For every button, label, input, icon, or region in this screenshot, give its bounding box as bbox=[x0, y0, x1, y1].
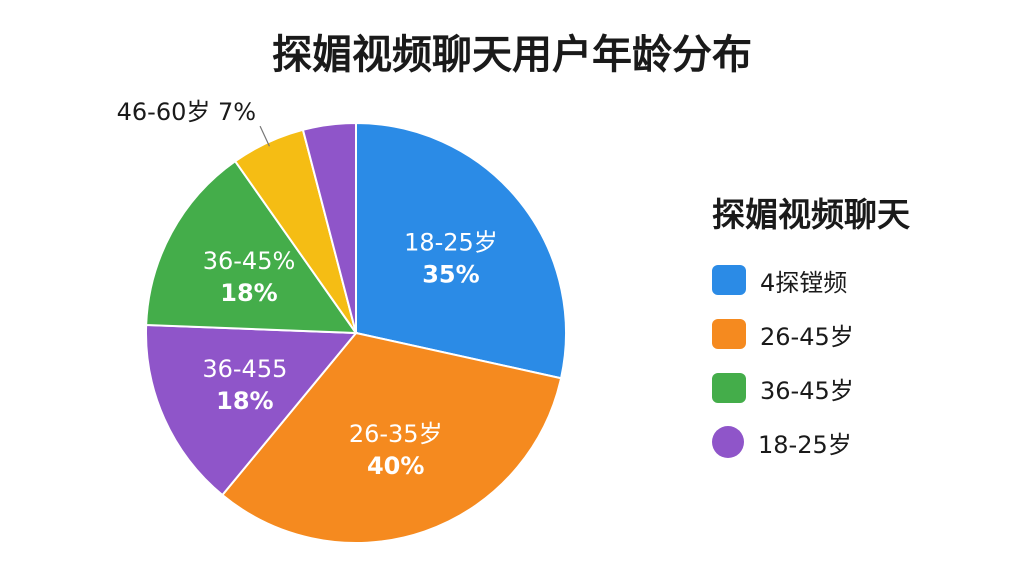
pie-slice bbox=[145, 323, 359, 497]
leader-line bbox=[259, 125, 270, 147]
slice-label: 36-45% bbox=[203, 247, 296, 275]
legend-items: 4探镗频 26-45岁 36-45岁 18-25岁 bbox=[712, 262, 1012, 460]
chart-title: 探媚视频聊天用户年龄分布 bbox=[272, 32, 752, 78]
legend-title: 探媚视频聊天 bbox=[712, 195, 910, 234]
slice-value-label: 35% bbox=[422, 261, 479, 289]
legend: 探媚视频聊天 4探镗频 26-45岁 36-45岁 18-25岁 bbox=[712, 188, 1012, 478]
legend-item: 4探镗频 bbox=[712, 262, 1012, 298]
pie-slices bbox=[145, 121, 567, 544]
pie-slice bbox=[355, 121, 567, 380]
slice-value-label: 18% bbox=[216, 387, 273, 415]
legend-swatch bbox=[712, 373, 746, 403]
legend-swatch bbox=[712, 265, 746, 295]
pie-labels: 18-25岁 35% 26-35岁 40% 36-455 18% 36-45% 18% 46-6… bbox=[117, 98, 498, 480]
legend-item: 36-45岁 bbox=[712, 370, 1012, 406]
legend-swatch bbox=[712, 426, 744, 458]
pie-slice bbox=[145, 159, 358, 335]
legend-swatch bbox=[712, 319, 746, 349]
pie-slice bbox=[220, 331, 563, 544]
slice-label: 18-25岁 bbox=[404, 229, 498, 257]
slice-label: 26-35岁 bbox=[349, 420, 443, 448]
slice-value-label: 40% bbox=[367, 452, 424, 480]
legend-item: 18-25岁 bbox=[712, 424, 1012, 460]
slice-label: 36-455 bbox=[202, 355, 287, 383]
slice-value-label: 18% bbox=[220, 279, 277, 307]
legend-label: 4探镗频 bbox=[760, 268, 848, 297]
legend-label: 18-25岁 bbox=[758, 430, 852, 459]
slice-label: 46-60岁 7% bbox=[117, 98, 256, 126]
legend-label: 26-45岁 bbox=[760, 322, 854, 351]
pie-slice bbox=[301, 121, 357, 334]
legend-label: 36-45岁 bbox=[760, 376, 854, 405]
legend-item: 26-45岁 bbox=[712, 316, 1012, 352]
